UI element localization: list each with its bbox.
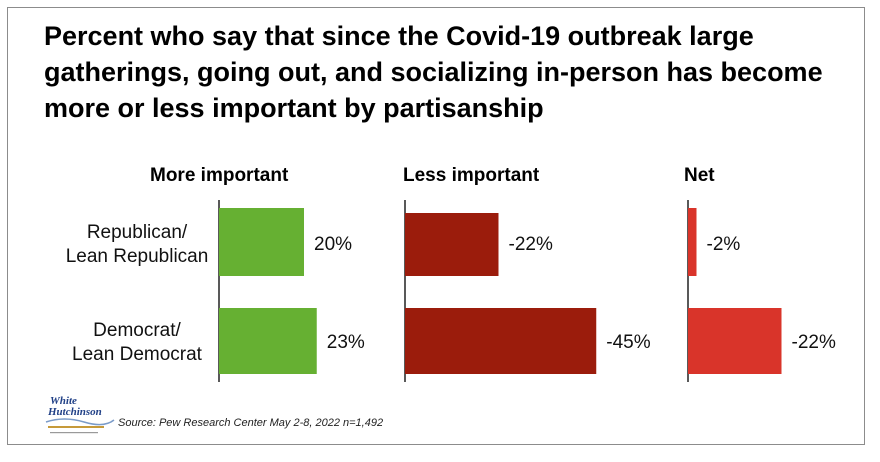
bar: [219, 308, 317, 374]
data-label: -2%: [707, 234, 741, 255]
data-label: 20%: [314, 234, 352, 255]
bar: [688, 308, 782, 374]
data-label: -22%: [792, 332, 836, 353]
panel-header: More important: [150, 165, 289, 186]
bar: [688, 208, 697, 276]
data-label: -22%: [509, 234, 553, 255]
category-label: Republican/Lean Republican: [66, 222, 209, 267]
category-label: Democrat/Lean Democrat: [72, 320, 203, 365]
panel-header: Less important: [403, 165, 540, 186]
data-label: 23%: [327, 332, 365, 353]
white-hutchinson-logo: White Hutchinson: [45, 395, 115, 434]
bar: [405, 213, 499, 276]
source-note: Source: Pew Research Center May 2-8, 202…: [118, 417, 384, 429]
bar: [405, 308, 597, 374]
data-label: -45%: [606, 332, 650, 353]
logo-line1: White: [50, 395, 77, 407]
logo-line2: Hutchinson: [47, 406, 102, 418]
bar: [219, 208, 304, 276]
chart-title: Percent who say that since the Covid-19 …: [44, 21, 823, 123]
panel-header: Net: [684, 165, 715, 186]
